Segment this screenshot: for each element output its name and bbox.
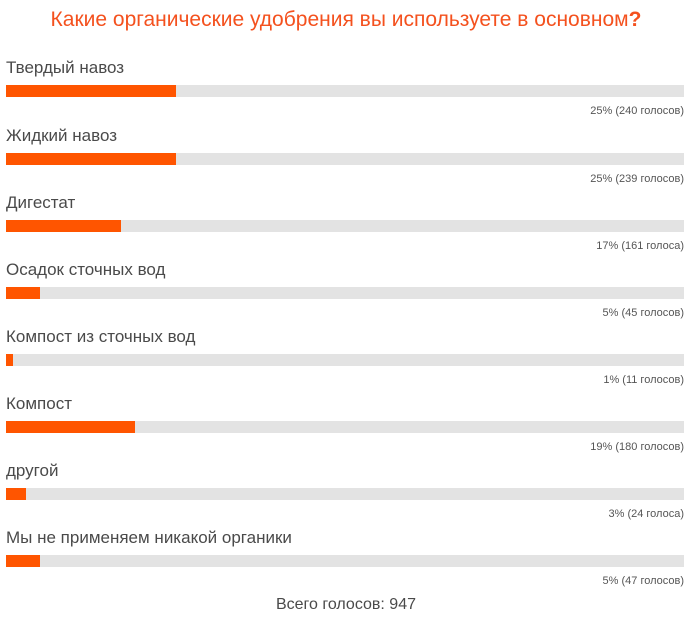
poll-title: Какие органические удобрения вы использу… (0, 8, 692, 32)
bar-fill (6, 488, 27, 500)
bar-fill (6, 153, 176, 165)
bar-fill (6, 287, 40, 299)
poll-option-row: Дигестат 17% (161 голоса) (0, 193, 692, 260)
option-label: Мы не применяем никакой органики (6, 528, 292, 547)
bar-track (6, 287, 684, 299)
poll-option-row: Жидкий навоз 25% (239 голосов) (0, 126, 692, 193)
option-stat: 3% (24 голоса) (608, 508, 685, 520)
option-stat: 19% (180 голосов) (590, 441, 684, 453)
bar-fill (6, 421, 135, 433)
option-stat: 25% (239 голосов) (590, 173, 684, 185)
bar-track (6, 85, 684, 97)
poll-option-row: Мы не применяем никакой органики 5% (47 г… (0, 528, 692, 595)
bar-fill (6, 220, 122, 232)
option-label: другой (6, 461, 59, 480)
bar-fill (6, 354, 13, 366)
bar-track (6, 555, 684, 567)
option-label: Осадок сточных вод (6, 260, 166, 279)
poll-option-row: Твердый навоз 25% (240 голосов) (0, 58, 692, 125)
poll-option-row: другой 3% (24 голоса) (0, 461, 692, 528)
option-stat: 17% (161 голоса) (596, 240, 684, 252)
option-label: Дигестат (6, 193, 76, 212)
bar-fill (6, 555, 40, 567)
poll-option-row: Компост 19% (180 голосов) (0, 394, 692, 461)
option-stat: 5% (47 голосов) (602, 575, 684, 587)
bar-track (6, 153, 684, 165)
poll-option-row: Компост из сточных вод 1% (11 голосов) (0, 327, 692, 394)
bar-track (6, 354, 684, 366)
option-label: Компост из сточных вод (6, 327, 196, 346)
bar-track (6, 421, 684, 433)
option-label: Жидкий навоз (6, 126, 118, 145)
bar-track (6, 488, 684, 500)
option-stat: 5% (45 голосов) (602, 307, 684, 319)
option-label: Компост (6, 394, 72, 413)
option-label: Твердый навоз (6, 58, 125, 77)
bar-track (6, 220, 684, 232)
poll-option-row: Осадок сточных вод 5% (45 голосов) (0, 260, 692, 327)
bar-fill (6, 85, 176, 97)
option-stat: 1% (11 голосов) (603, 374, 684, 386)
option-stat: 25% (240 голосов) (590, 105, 684, 117)
poll-title-text: Какие органические удобрения вы использу… (50, 8, 629, 31)
poll-title-mark: ? (628, 8, 642, 31)
total-votes: Всего голосов: 947 (275, 596, 416, 613)
